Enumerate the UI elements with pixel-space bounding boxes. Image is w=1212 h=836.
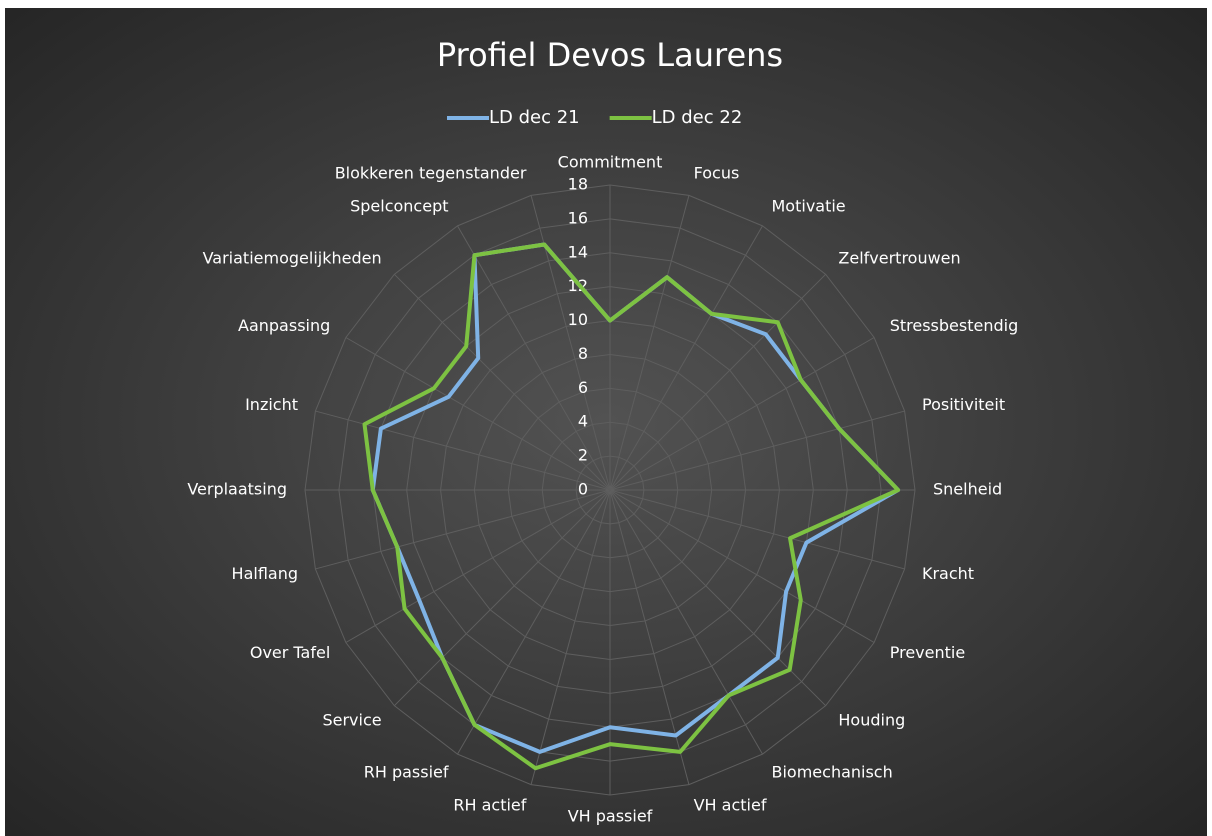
- radial-tick-label: 8: [578, 344, 588, 363]
- spoke: [457, 489, 611, 755]
- spoke: [530, 489, 611, 785]
- spoke: [393, 489, 611, 707]
- category-label: Blokkeren tegenstander: [335, 164, 527, 183]
- spoke: [609, 489, 763, 755]
- category-label: Commitment: [558, 153, 663, 172]
- spoke: [609, 195, 690, 491]
- spoke: [609, 489, 875, 643]
- radial-tick-label: 2: [578, 446, 588, 465]
- spoke: [457, 225, 611, 491]
- category-label: Aanpassing: [238, 316, 330, 335]
- category-label: Over Tafel: [250, 643, 330, 662]
- category-label: VH passief: [568, 807, 653, 826]
- legend-label: LD dec 21: [489, 107, 580, 128]
- category-label: Verplaatsing: [187, 480, 287, 499]
- legend-label: LD dec 22: [652, 107, 743, 128]
- category-label: RH passief: [364, 763, 449, 782]
- category-label: Zelfvertrouwen: [838, 248, 960, 267]
- category-label: Service: [322, 711, 381, 730]
- spoke: [609, 225, 763, 491]
- spoke: [609, 410, 905, 491]
- spoke: [345, 489, 611, 643]
- category-label: RH actief: [453, 795, 526, 814]
- chart-title: Profiel Devos Laurens: [437, 36, 783, 74]
- category-label: Biomechanisch: [772, 763, 893, 782]
- category-label: VH actief: [694, 795, 767, 814]
- radial-tick-label: 0: [578, 480, 588, 499]
- radial-tick-label: 16: [568, 208, 588, 227]
- spoke: [609, 273, 827, 491]
- radial-tick-label: 18: [568, 175, 588, 194]
- radial-tick-label: 14: [568, 242, 588, 261]
- category-label: Stressbestendig: [890, 316, 1019, 335]
- radial-tick-label: 10: [568, 310, 588, 329]
- spoke: [609, 337, 875, 491]
- category-label: Variatiemogelijkheden: [203, 248, 382, 267]
- spoke: [315, 489, 611, 570]
- category-label: Kracht: [922, 564, 974, 583]
- spoke: [393, 273, 611, 491]
- category-label: Preventie: [890, 643, 965, 662]
- category-label: Halflang: [232, 564, 298, 583]
- spoke: [345, 337, 611, 491]
- spoke: [609, 489, 905, 570]
- category-label: Spelconcept: [350, 196, 448, 215]
- category-label: Houding: [838, 711, 905, 730]
- radial-tick-label: 6: [578, 378, 588, 397]
- category-label: Motivatie: [772, 196, 846, 215]
- radial-tick-label: 4: [578, 412, 588, 431]
- series-line: [362, 242, 901, 771]
- chart-background: [5, 8, 1207, 836]
- category-label: Inzicht: [245, 395, 298, 414]
- category-label: Snelheid: [933, 480, 1002, 499]
- legend: LD dec 21 LD dec 22: [447, 107, 742, 128]
- category-label: Positiviteit: [922, 395, 1005, 414]
- category-label: Focus: [694, 164, 740, 183]
